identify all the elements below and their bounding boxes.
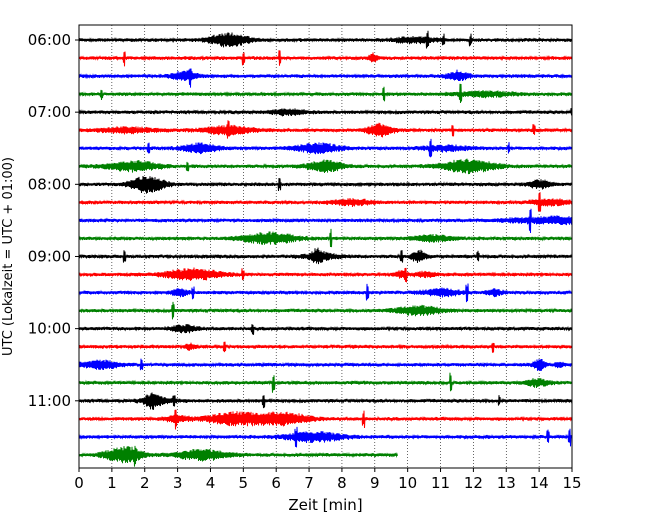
x-tick-label: 12 — [464, 474, 483, 492]
x-axis-label: Zeit [min] — [288, 496, 362, 514]
y-tick-label: 11:00 — [28, 392, 71, 410]
x-tick-label: 7 — [304, 474, 314, 492]
trace-row — [78, 68, 573, 88]
seismogram-traces — [78, 30, 573, 467]
trace-row — [78, 283, 573, 303]
y-axis-ticks: 06:00 07:00 08:00 09:00 10:00 11:00 — [28, 31, 79, 410]
x-tick-label: 8 — [337, 474, 347, 492]
x-tick-label: 3 — [173, 474, 183, 492]
trace-row — [78, 30, 573, 49]
trace-row — [78, 175, 573, 194]
y-axis-label: UTC (Lokalzeit = UTC + 01:00) — [1, 157, 16, 356]
x-tick-label: 14 — [530, 474, 549, 492]
x-tick-label: 4 — [206, 474, 216, 492]
trace-row — [78, 108, 573, 117]
x-axis-ticks: 0 1 2 3 4 5 6 7 8 9 10 11 12 13 14 15 — [74, 468, 582, 492]
trace-row — [78, 392, 573, 410]
y-tick-label: 09:00 — [28, 247, 71, 265]
trace-row — [78, 445, 398, 467]
y-tick-label: 10:00 — [28, 320, 71, 338]
trace-row — [78, 83, 573, 103]
plot-frame — [78, 24, 573, 469]
trace-row — [78, 158, 573, 175]
x-tick-label: 15 — [562, 474, 581, 492]
trace-row — [78, 301, 573, 320]
trace-row — [78, 228, 573, 248]
trace-row — [78, 324, 573, 335]
trace-row — [78, 358, 573, 371]
trace-row — [78, 120, 573, 139]
trace-row — [78, 267, 573, 283]
trace-row — [78, 409, 573, 430]
x-tick-label: 9 — [370, 474, 380, 492]
x-tick-label: 5 — [239, 474, 249, 492]
y-tick-label: 07:00 — [28, 103, 71, 121]
trace-row — [78, 192, 573, 212]
trace-row — [78, 50, 573, 67]
y-tick-label: 08:00 — [28, 175, 71, 193]
x-tick-label: 1 — [107, 474, 117, 492]
trace-row — [78, 138, 573, 158]
trace-row — [78, 247, 573, 265]
x-tick-label: 0 — [74, 474, 84, 492]
trace-row — [78, 341, 573, 353]
trace-row — [78, 426, 573, 448]
x-tick-label: 10 — [398, 474, 417, 492]
y-tick-label: 06:00 — [28, 31, 71, 49]
x-tick-label: 6 — [271, 474, 281, 492]
x-tick-label: 11 — [431, 474, 450, 492]
chart-grid — [111, 25, 540, 468]
x-tick-label: 2 — [140, 474, 150, 492]
x-tick-label: 13 — [497, 474, 516, 492]
trace-row — [78, 208, 573, 233]
trace-row — [78, 372, 573, 393]
